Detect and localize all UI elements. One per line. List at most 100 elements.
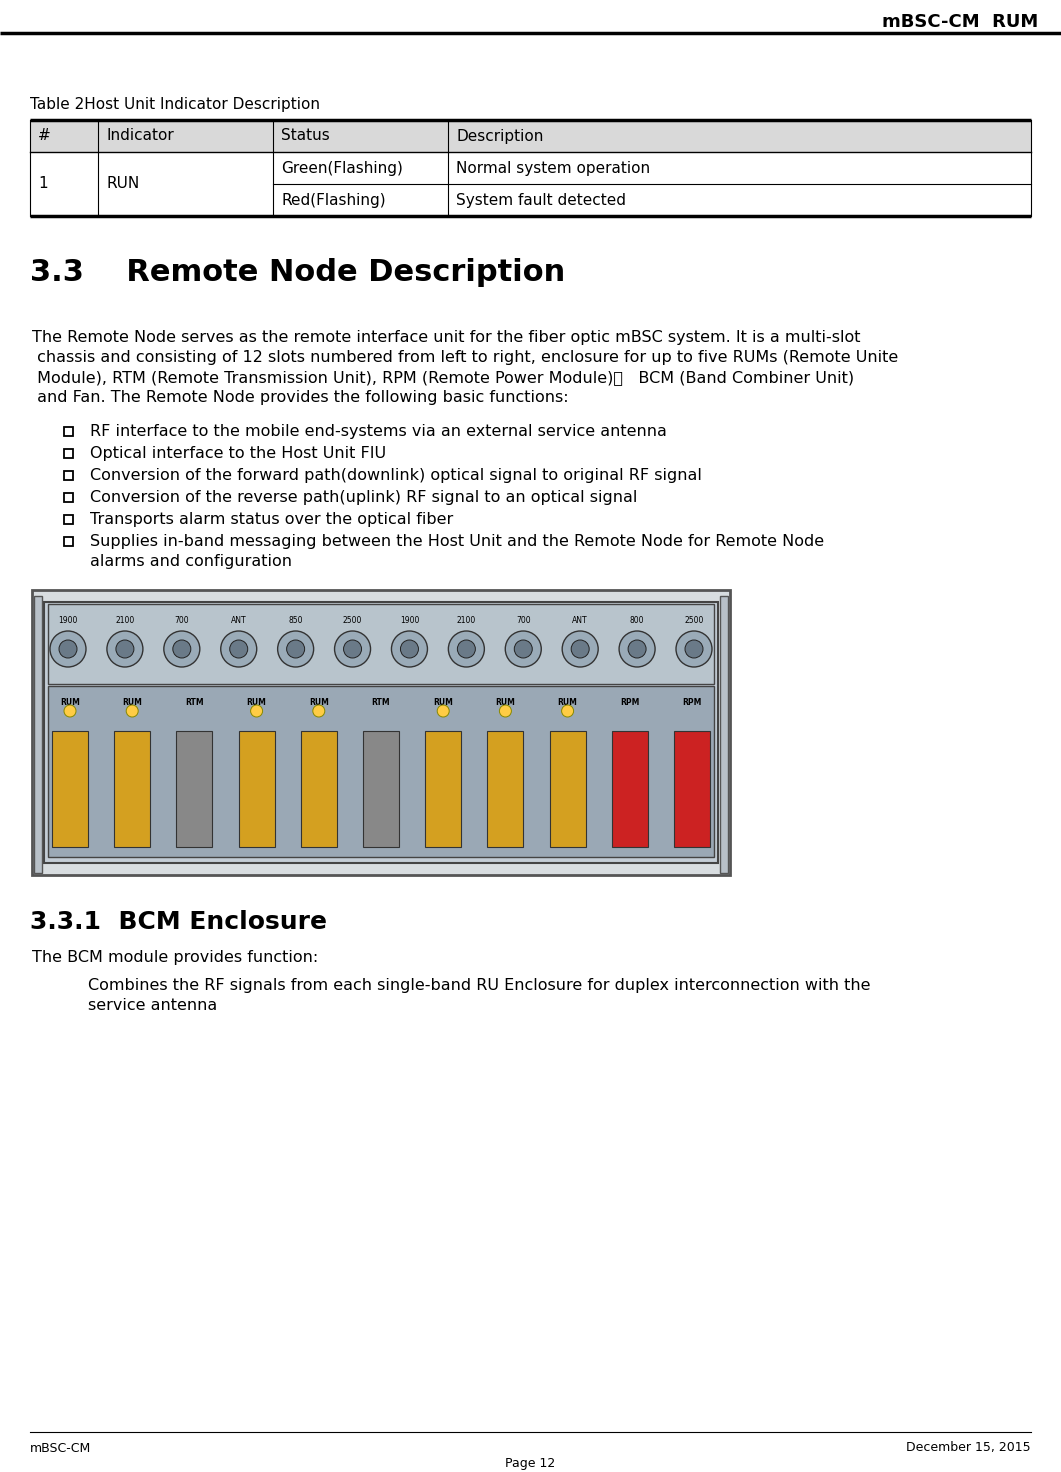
Bar: [301, 732, 336, 846]
Circle shape: [515, 640, 533, 658]
Bar: [64, 537, 73, 546]
Circle shape: [400, 640, 418, 658]
Bar: [32, 590, 730, 874]
Circle shape: [163, 631, 199, 667]
Text: Table 2Host Unit Indicator Description: Table 2Host Unit Indicator Description: [30, 97, 320, 112]
Text: and Fan. The Remote Node provides the following basic functions:: and Fan. The Remote Node provides the fo…: [32, 390, 569, 405]
Text: alarms and configuration: alarms and configuration: [90, 553, 292, 570]
Circle shape: [562, 631, 598, 667]
Text: RUM: RUM: [558, 698, 577, 707]
Text: Red(Flashing): Red(Flashing): [281, 193, 386, 208]
Text: System fault detected: System fault detected: [456, 193, 626, 208]
Text: 2100: 2100: [116, 615, 135, 626]
Text: RUM: RUM: [246, 698, 266, 707]
Text: Module), RTM (Remote Transmission Unit), RPM (Remote Power Module)，   BCM (Band : Module), RTM (Remote Transmission Unit),…: [32, 369, 854, 386]
Bar: [64, 427, 73, 436]
Circle shape: [457, 640, 475, 658]
Circle shape: [50, 631, 86, 667]
Bar: [115, 732, 151, 846]
Circle shape: [64, 705, 76, 717]
Text: chassis and consisting of 12 slots numbered from left to right, enclosure for up: chassis and consisting of 12 slots numbe…: [32, 350, 899, 365]
Bar: [30, 152, 1031, 216]
Text: mBSC-CM: mBSC-CM: [30, 1441, 91, 1454]
Bar: [52, 732, 88, 846]
Text: The BCM module provides function:: The BCM module provides function:: [32, 949, 318, 966]
Bar: [363, 732, 399, 846]
Text: 1900: 1900: [400, 615, 419, 626]
Bar: [30, 121, 1031, 152]
Circle shape: [505, 631, 541, 667]
Text: RTM: RTM: [185, 698, 204, 707]
Circle shape: [126, 705, 138, 717]
Text: RUM: RUM: [60, 698, 80, 707]
Text: Page 12: Page 12: [505, 1457, 555, 1471]
Circle shape: [250, 705, 263, 717]
Text: 2500: 2500: [684, 615, 703, 626]
Text: RTM: RTM: [371, 698, 390, 707]
Text: ANT: ANT: [231, 615, 246, 626]
Bar: [64, 449, 73, 458]
Bar: [64, 515, 73, 524]
Circle shape: [286, 640, 305, 658]
Circle shape: [437, 705, 449, 717]
Circle shape: [619, 631, 655, 667]
Text: 850: 850: [289, 615, 302, 626]
Bar: [176, 732, 212, 846]
Circle shape: [571, 640, 589, 658]
Text: 700: 700: [516, 615, 530, 626]
Text: RUM: RUM: [433, 698, 453, 707]
Circle shape: [676, 631, 712, 667]
Bar: [550, 732, 586, 846]
Circle shape: [221, 631, 257, 667]
Text: Indicator: Indicator: [106, 128, 174, 143]
Circle shape: [173, 640, 191, 658]
Circle shape: [59, 640, 77, 658]
Text: The Remote Node serves as the remote interface unit for the fiber optic mBSC sys: The Remote Node serves as the remote int…: [32, 330, 860, 344]
Bar: [425, 732, 462, 846]
Text: Normal system operation: Normal system operation: [456, 160, 650, 175]
Bar: [48, 686, 714, 857]
Bar: [44, 602, 718, 863]
Text: 3.3    Remote Node Description: 3.3 Remote Node Description: [30, 258, 566, 287]
Circle shape: [230, 640, 247, 658]
Circle shape: [392, 631, 428, 667]
Bar: [612, 732, 648, 846]
Text: December 15, 2015: December 15, 2015: [906, 1441, 1031, 1454]
Text: 800: 800: [630, 615, 644, 626]
Text: RUN: RUN: [106, 177, 139, 191]
Text: RF interface to the mobile end-systems via an external service antenna: RF interface to the mobile end-systems v…: [90, 424, 667, 439]
Bar: [487, 732, 523, 846]
Circle shape: [561, 705, 574, 717]
Text: #: #: [38, 128, 51, 143]
Bar: [239, 732, 275, 846]
Text: Status: Status: [281, 128, 330, 143]
Text: 1: 1: [38, 177, 48, 191]
Text: Transports alarm status over the optical fiber: Transports alarm status over the optical…: [90, 512, 453, 527]
Text: RPM: RPM: [620, 698, 640, 707]
Circle shape: [313, 705, 325, 717]
Circle shape: [500, 705, 511, 717]
Text: 2500: 2500: [343, 615, 362, 626]
Circle shape: [107, 631, 143, 667]
Text: ANT: ANT: [572, 615, 588, 626]
Text: RPM: RPM: [682, 698, 701, 707]
Text: mBSC-CM  RUM: mBSC-CM RUM: [882, 13, 1038, 31]
Text: Combines the RF signals from each single-band RU Enclosure for duplex interconne: Combines the RF signals from each single…: [88, 977, 870, 994]
Text: Green(Flashing): Green(Flashing): [281, 160, 403, 175]
Text: 700: 700: [174, 615, 189, 626]
Text: RUM: RUM: [309, 698, 329, 707]
Text: 1900: 1900: [58, 615, 77, 626]
Text: 3.3.1  BCM Enclosure: 3.3.1 BCM Enclosure: [30, 910, 327, 935]
Circle shape: [449, 631, 485, 667]
Circle shape: [685, 640, 703, 658]
Text: Conversion of the reverse path(uplink) RF signal to an optical signal: Conversion of the reverse path(uplink) R…: [90, 490, 638, 505]
Text: Description: Description: [456, 128, 544, 143]
Bar: [48, 604, 714, 684]
Text: Conversion of the forward path(downlink) optical signal to original RF signal: Conversion of the forward path(downlink)…: [90, 468, 702, 483]
Text: Optical interface to the Host Unit FIU: Optical interface to the Host Unit FIU: [90, 446, 386, 461]
Bar: [64, 493, 73, 502]
Circle shape: [344, 640, 362, 658]
Text: service antenna: service antenna: [88, 998, 218, 1013]
Circle shape: [278, 631, 314, 667]
Circle shape: [628, 640, 646, 658]
